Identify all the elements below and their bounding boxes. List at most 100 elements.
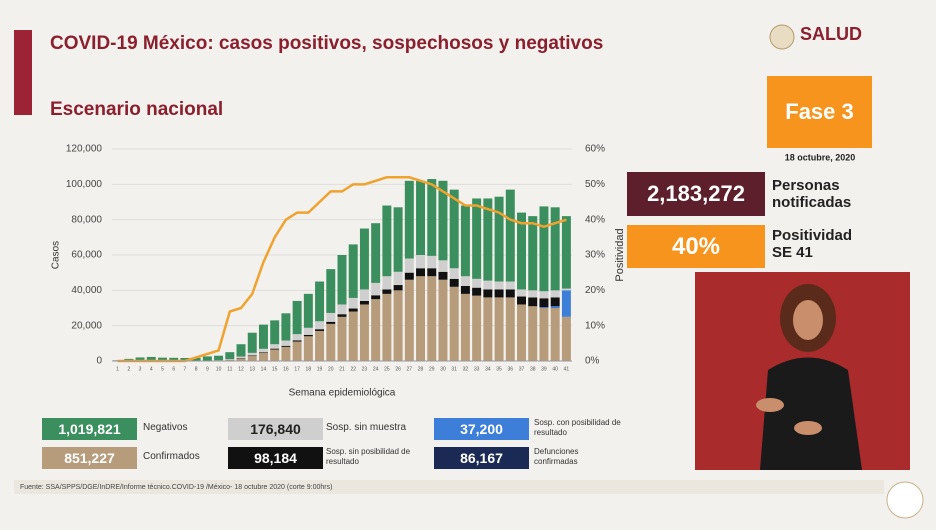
bar-segment — [393, 285, 403, 291]
x-tick-label: 37 — [519, 366, 525, 372]
x-tick-label: 29 — [429, 366, 435, 372]
positivity-value: 40% — [627, 225, 765, 268]
bar-segment — [315, 281, 325, 322]
interpreter-body — [760, 357, 862, 470]
bar-segment — [427, 255, 437, 269]
bar-segment — [528, 290, 538, 298]
bar-segment — [438, 260, 448, 272]
x-tick-label: 23 — [362, 366, 368, 372]
interpreter-hand — [756, 398, 784, 412]
bar-segment — [561, 288, 571, 291]
bar-segment — [258, 352, 268, 354]
logo-text: SALUD — [800, 24, 862, 44]
bar-segment — [337, 316, 347, 361]
bar-segment — [416, 255, 426, 269]
y2-tick-label: 0% — [585, 356, 600, 367]
bar-segment — [371, 299, 381, 361]
bar-segment — [550, 207, 560, 291]
bar-segment — [303, 334, 313, 337]
bar-segment — [539, 206, 549, 292]
notified-label: Personas notificadas — [772, 177, 852, 211]
x-tick-label: 24 — [373, 366, 379, 372]
bar-segment — [270, 348, 280, 350]
bar-segment — [359, 289, 369, 301]
bar-segment — [483, 198, 493, 281]
bar-segment — [135, 357, 145, 361]
bar-segment — [528, 306, 538, 361]
bar-segment — [348, 311, 358, 361]
bar-segment — [247, 352, 257, 356]
bar-segment — [371, 223, 381, 283]
x-tick-label: 15 — [272, 366, 278, 372]
bar-segment — [359, 300, 369, 305]
footer-strip — [14, 480, 884, 494]
bar-segment — [550, 297, 560, 307]
x-tick-label: 17 — [294, 366, 300, 372]
x-tick-label: 22 — [350, 366, 356, 372]
chart-title: COVID-19 México: casos positivos, sospec… — [50, 33, 603, 54]
x-tick-label: 28 — [418, 366, 424, 372]
x-tick-label: 31 — [451, 366, 457, 372]
bar-segment — [225, 359, 235, 360]
bar-segment — [281, 340, 291, 346]
y-tick-label: 40,000 — [71, 285, 102, 296]
bar-segment — [505, 289, 515, 298]
source: Fuente: SSA/SPPS/DGE/InDRE/Informe técni… — [20, 484, 332, 491]
bar-segment — [472, 278, 482, 288]
y2-tick-label: 20% — [585, 285, 605, 296]
bar-segment — [292, 341, 302, 361]
bar-segment — [505, 297, 515, 361]
x-tick-label: 8 — [195, 366, 198, 372]
bar-segment — [326, 312, 336, 322]
bar-segment — [539, 307, 549, 308]
interpreter-face — [793, 300, 823, 340]
bar-segment — [247, 332, 257, 353]
bar-segment — [315, 330, 325, 361]
bar-segment — [404, 279, 414, 361]
y2-tick-label: 50% — [585, 179, 605, 190]
chart-subtitle: Escenario nacional — [50, 99, 223, 120]
bar-segment — [348, 244, 358, 298]
bar-segment — [303, 293, 313, 328]
x-tick-label: 27 — [407, 366, 413, 372]
x-tick-label: 3 — [139, 366, 142, 372]
bar-segment — [270, 344, 280, 349]
bar-segment — [404, 272, 414, 280]
bar-segment — [281, 346, 291, 361]
bar-segment — [258, 348, 268, 353]
bar-segment — [180, 357, 190, 361]
x-tick-label: 9 — [206, 366, 209, 372]
bar-segment — [404, 258, 414, 273]
deaths-value: 86,167 — [434, 447, 529, 469]
bar-segment — [146, 356, 156, 361]
legend-swatch: 37,200 — [434, 418, 529, 440]
x-tick-label: 6 — [172, 366, 175, 372]
bar-segment — [236, 358, 246, 361]
bar-segment — [315, 329, 325, 331]
bar-segment — [393, 271, 403, 286]
x-tick-label: 39 — [541, 366, 547, 372]
bar-segment — [539, 308, 549, 361]
x-tick-label: 16 — [283, 366, 289, 372]
date: 18 octubre, 2020 — [785, 152, 856, 162]
bar-segment — [225, 352, 235, 360]
x-tick-label: 12 — [238, 366, 244, 372]
x-axis-label: Semana epidemiológica — [289, 388, 396, 399]
x-tick-label: 30 — [440, 366, 446, 372]
bar-segment — [561, 216, 571, 289]
bar-segment — [449, 278, 459, 287]
bar-segment — [517, 212, 526, 290]
positivity-label: Positividad SE 41 — [772, 227, 853, 261]
bar-segment — [494, 297, 504, 361]
bar-segment — [494, 196, 504, 282]
y2-tick-label: 10% — [585, 320, 605, 331]
y2-axis-label: Positividad — [614, 228, 626, 281]
x-tick-label: 18 — [306, 366, 312, 372]
bar-segment — [528, 297, 538, 307]
bar-segment — [517, 289, 526, 297]
bar-segment — [191, 357, 201, 361]
bar-segment — [517, 304, 526, 361]
bar-segment — [427, 276, 437, 361]
bar-segment — [438, 271, 448, 280]
